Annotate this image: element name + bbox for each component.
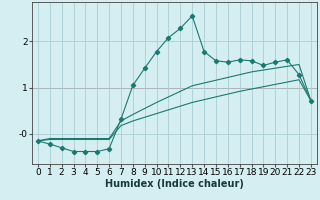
X-axis label: Humidex (Indice chaleur): Humidex (Indice chaleur) <box>105 179 244 189</box>
